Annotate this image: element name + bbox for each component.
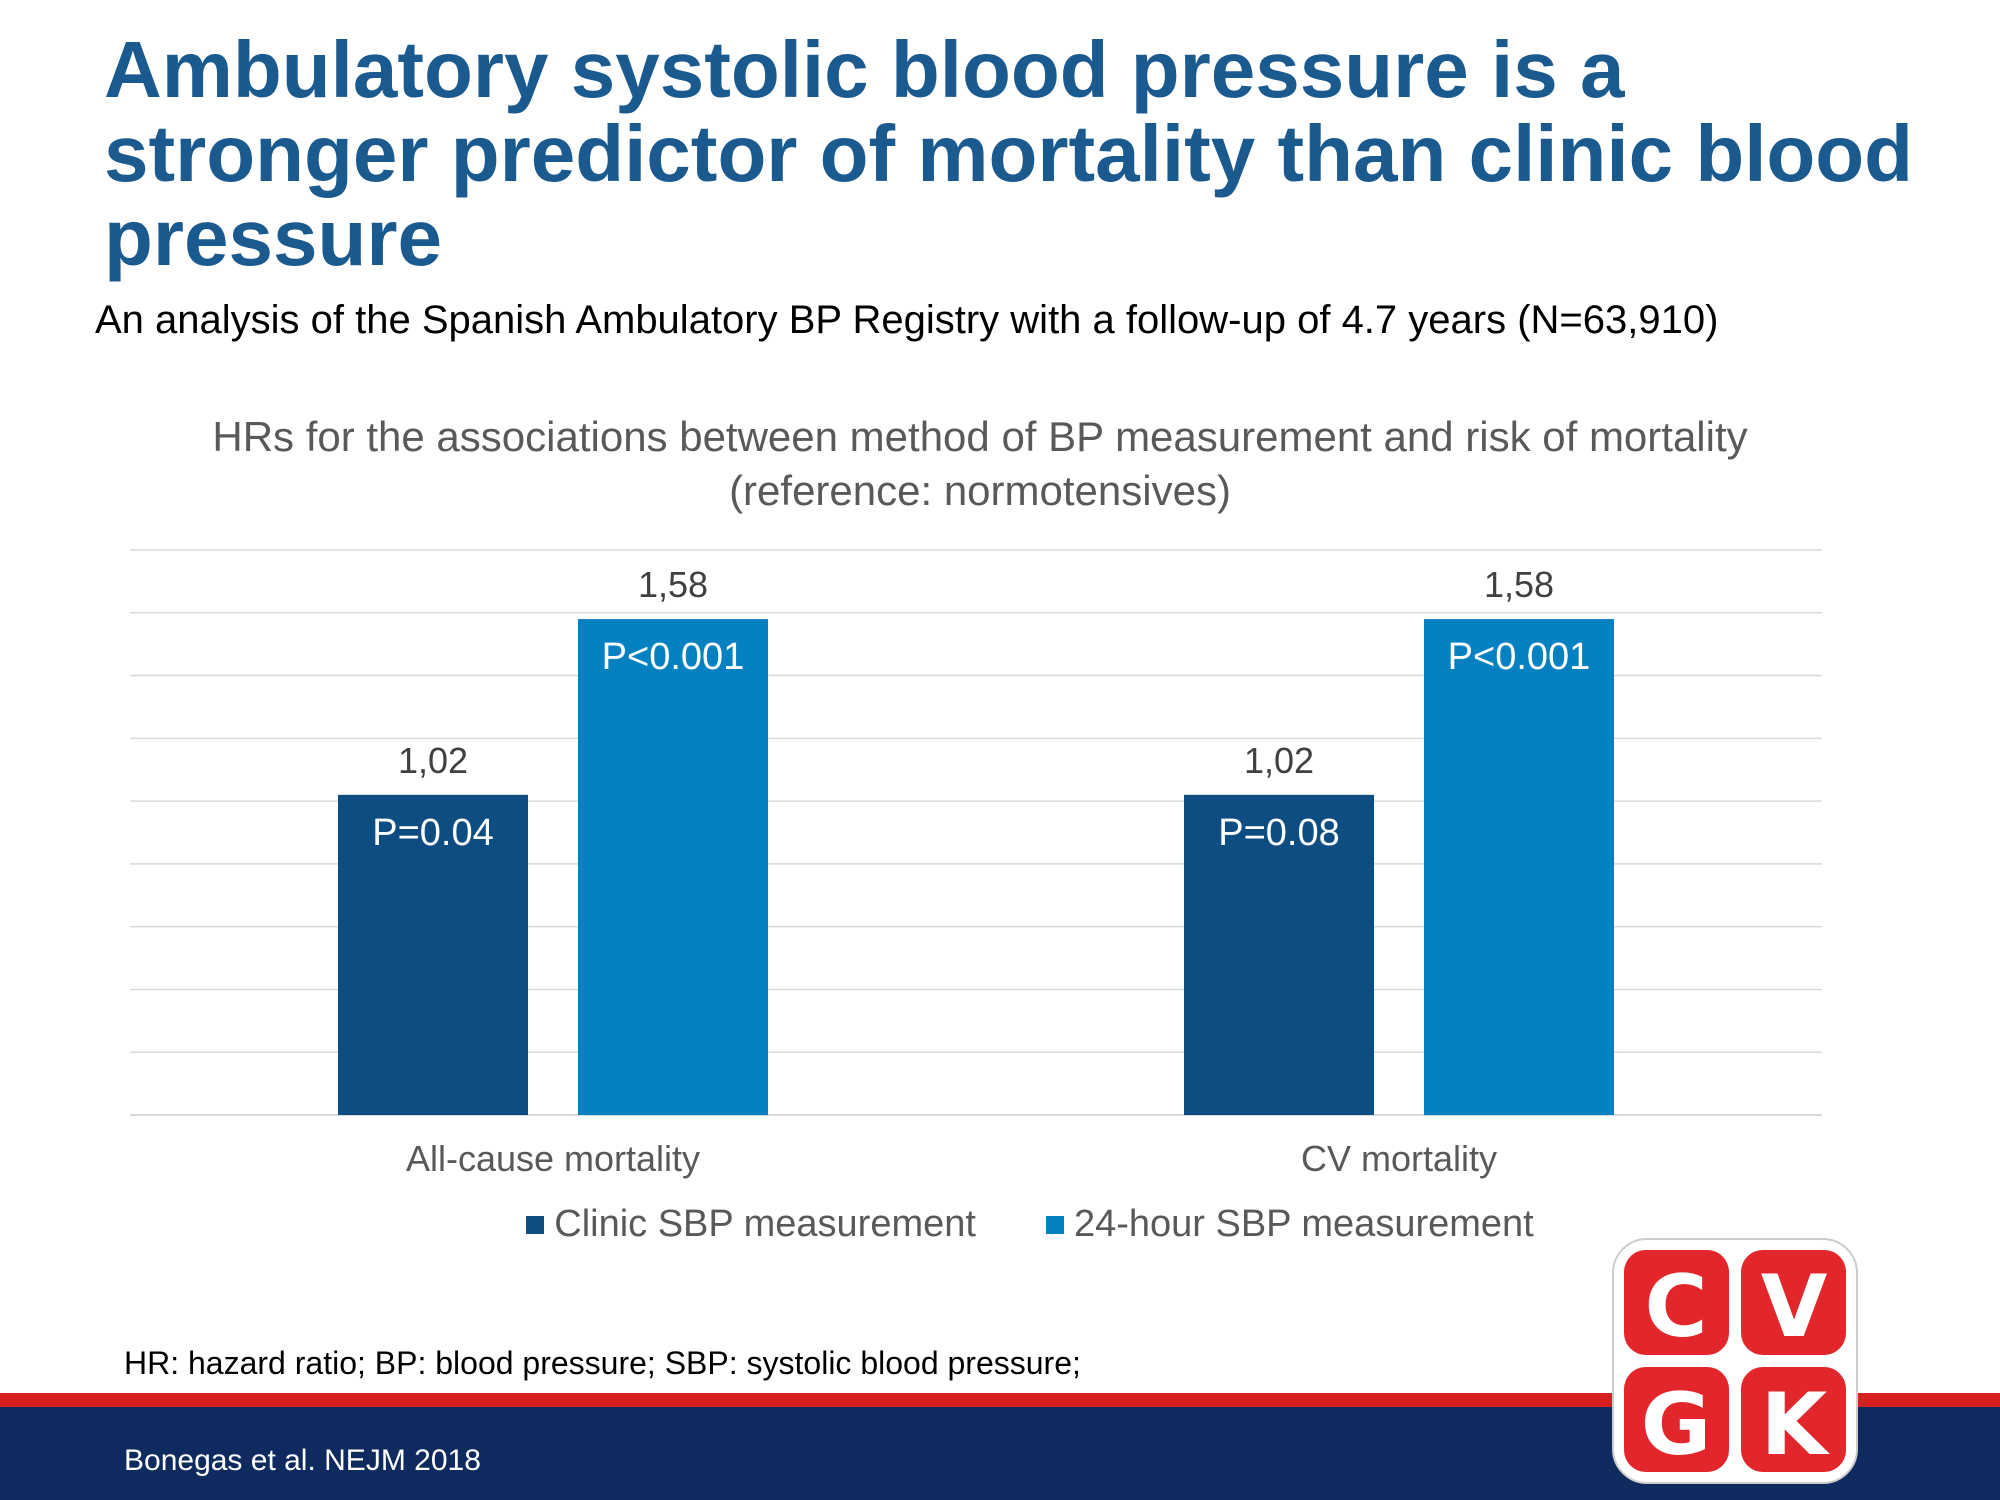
slide-title: Ambulatory systolic blood pressure is a …	[104, 25, 1914, 282]
category-label: All-cause mortality	[406, 1138, 700, 1179]
data-label: 1,02	[1244, 740, 1314, 781]
category-label: CV mortality	[1301, 1138, 1497, 1179]
data-label: 1,58	[638, 564, 708, 605]
bar	[338, 794, 528, 1115]
chart-title: HRs for the associations between method …	[212, 413, 1748, 514]
legend-item-clinic: Clinic SBP measurement	[526, 1203, 976, 1246]
cvgk-logo: C V G K	[1612, 1238, 1858, 1484]
legend-label-24-hour: 24-hour SBP measurement	[1073, 1203, 1534, 1245]
legend-swatch-24-hour	[1045, 1215, 1064, 1234]
footnote: HR: hazard ratio; BP: blood pressure; SB…	[124, 1345, 1081, 1381]
svg-text:C: C	[1644, 1257, 1707, 1357]
slide-subtitle: An analysis of the Spanish Ambulatory BP…	[95, 298, 1719, 342]
p-value-label: P<0.001	[602, 636, 745, 678]
data-label: 1,58	[1484, 564, 1554, 605]
p-value-label: P=0.04	[372, 812, 494, 854]
citation: Bonegas et al. NEJM 2018	[124, 1444, 481, 1477]
bar	[1424, 619, 1614, 1115]
svg-text:G: G	[1641, 1375, 1712, 1475]
svg-text:K: K	[1761, 1375, 1831, 1475]
p-value-label: P=0.08	[1218, 812, 1340, 854]
svg-text:V: V	[1761, 1257, 1828, 1357]
legend-swatch-clinic	[526, 1215, 545, 1234]
bar	[1184, 794, 1374, 1115]
legend-label-clinic: Clinic SBP measurement	[554, 1203, 976, 1245]
footer-red-band	[0, 1393, 2000, 1407]
chart-legend: Clinic SBP measurement 24-hour SBP measu…	[0, 1203, 2000, 1246]
legend-item-24-hour: 24-hour SBP measurement	[1045, 1203, 1534, 1246]
p-value-label: P<0.001	[1448, 636, 1591, 678]
data-label: 1,02	[398, 740, 468, 781]
bar	[578, 619, 768, 1115]
